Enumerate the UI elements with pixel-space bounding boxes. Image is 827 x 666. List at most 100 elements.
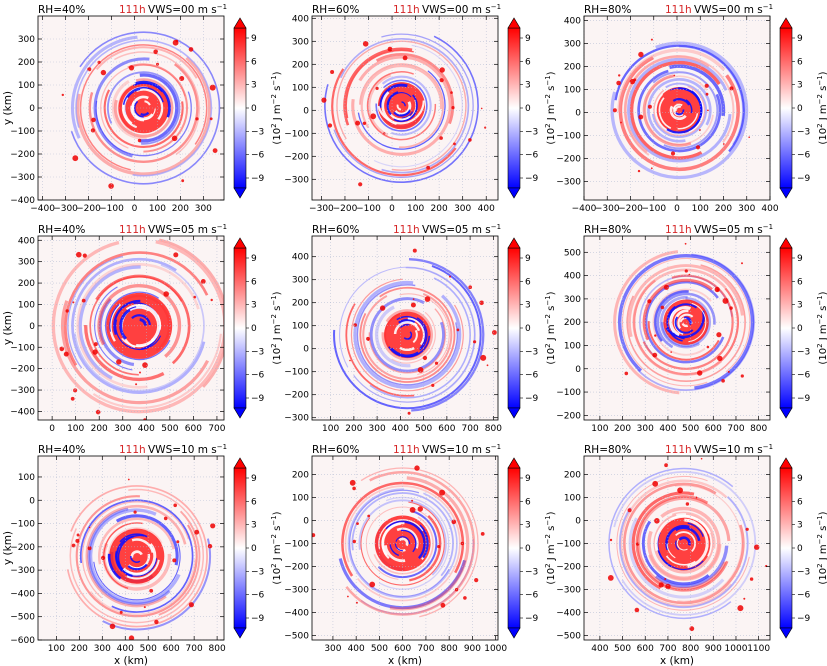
x-tick-label: 500: [371, 644, 388, 654]
colorbar-tick-label: −3: [251, 127, 264, 137]
rh-title: RH=60%: [312, 4, 359, 16]
panel-8: 300 400 500 600 700 800 900 1000−500−400−300−20…: [284, 443, 557, 666]
colorbar-label: (102 J m−2 s−1): [816, 71, 827, 144]
colorbar-min-arrow: [779, 627, 793, 639]
colorbar-tick-label: 0: [525, 104, 531, 114]
y-tick-label: 400: [292, 253, 309, 263]
rh-title: RH=80%: [584, 224, 631, 236]
x-tick-label: 700: [186, 644, 203, 654]
x-tick-label: 200: [71, 644, 88, 654]
colorbar: 9 6 3 0 −3 −6 −9 (102 J m−2 s−1): [507, 457, 557, 639]
y-tick-label: −100: [556, 539, 581, 549]
rh-title: RH=40%: [38, 4, 85, 16]
x-tick-label: 400: [348, 644, 365, 654]
rh-title: RH=60%: [312, 444, 359, 456]
vws-title: VWS=00 m s−1: [148, 3, 227, 16]
x-tick-label: 800: [682, 644, 699, 654]
x-tick-label: 700: [727, 424, 744, 434]
colorbar-max-arrow: [233, 237, 247, 249]
time-title: 111h: [393, 444, 420, 456]
x-tick-label: 200: [172, 204, 189, 214]
colorbar-tick-label: −9: [251, 614, 265, 624]
plot-frame: [311, 455, 499, 641]
y-tick-label: −100: [284, 129, 309, 139]
colorbar-tick-label: −6: [525, 151, 539, 161]
colorbar-tick-label: 0: [525, 324, 531, 334]
y-tick-label: −300: [284, 585, 309, 595]
colorbar-max-arrow: [507, 457, 521, 469]
y-tick-label: −200: [556, 155, 581, 165]
y-tick-label: −200: [284, 152, 309, 162]
y-tick-label: 0: [303, 345, 309, 355]
y-tick-label: −400: [10, 589, 35, 599]
colorbar-tick-label: −3: [251, 567, 264, 577]
y-tick-label: −200: [10, 543, 35, 553]
colorbar-label: (102 J m−2 s−1): [270, 511, 283, 584]
y-tick-label: 0: [575, 365, 581, 375]
colorbar: 9 6 3 0 −3 −6 −9 (102 J m−2 s−1): [233, 237, 283, 419]
colorbar-label: (102 J m−2 s−1): [816, 291, 827, 364]
time-title: 111h: [665, 224, 692, 236]
colorbar-tick-label: −6: [525, 371, 539, 381]
x-tick-label: 300: [637, 424, 654, 434]
colorbar-tick-label: 6: [797, 497, 803, 507]
colorbar-min-arrow: [779, 407, 793, 419]
y-tick-label: −200: [284, 562, 309, 572]
colorbar-tick-label: −6: [525, 591, 539, 601]
y-tick-label: 200: [18, 279, 35, 289]
x-tick-label: −300: [53, 204, 78, 214]
x-tick-label: −200: [333, 204, 358, 214]
colorbar-tick-label: −3: [525, 347, 538, 357]
y-tick-label: −500: [10, 613, 35, 623]
plot-frame: [583, 235, 771, 421]
plot-frame: [37, 235, 225, 421]
colorbar-tick-label: 6: [251, 277, 257, 287]
colorbar-tick-label: −3: [797, 567, 810, 577]
colorbar-tick-label: −3: [251, 347, 264, 357]
colorbar-max-arrow: [779, 17, 793, 29]
y-tick-label: −100: [556, 132, 581, 142]
y-tick-label: −200: [284, 391, 309, 401]
colorbar-tick-label: −3: [797, 347, 810, 357]
colorbar-tick-label: 6: [797, 277, 803, 287]
colorbar-tick-label: −9: [525, 614, 539, 624]
colorbar-tick-label: 9: [251, 254, 257, 264]
panel-9: 400 500 600 700 800 900 1000 1100−500−400−300−2…: [556, 443, 827, 666]
colorbar-label: (102 J m−2 s−1): [816, 511, 827, 584]
x-tick-label: −100: [641, 204, 666, 214]
y-tick-label: 100: [292, 493, 309, 503]
colorbar-tick-label: −9: [251, 394, 265, 404]
x-tick-label: 0: [49, 424, 55, 434]
colorbar: 9 6 3 0 −3 −6 −9 (102 J m−2 s−1): [233, 17, 283, 199]
colorbar-tick-label: 9: [797, 474, 803, 484]
time-title: 111h: [393, 224, 420, 236]
x-tick-label: 500: [614, 644, 631, 654]
y-tick-label: −600: [10, 636, 35, 646]
colorbar-tick-label: 3: [251, 81, 257, 91]
colorbar-tick-label: 9: [525, 474, 531, 484]
y-tick-label: −200: [10, 150, 35, 160]
y-tick-label: 300: [18, 258, 35, 268]
x-tick-label: 600: [438, 424, 455, 434]
y-tick-label: 300: [564, 295, 581, 305]
vws-title: VWS=00 m s−1: [694, 3, 773, 16]
colorbar-tick-label: 3: [797, 81, 803, 91]
x-tick-label: 100: [407, 204, 424, 214]
y-tick-label: −300: [10, 566, 35, 576]
y-tick-label: −100: [10, 520, 35, 530]
y-tick-label: −300: [10, 173, 35, 183]
panel-7: 100 200 300 400 500 600 700 800−600−500−400−300…: [2, 443, 283, 666]
y-tick-label: 0: [303, 106, 309, 116]
colorbar-tick-label: 3: [525, 301, 531, 311]
colorbar-label: (102 J m−2 s−1): [544, 71, 557, 144]
colorbar-min-arrow: [233, 187, 247, 199]
colorbar-tick-label: 9: [525, 34, 531, 44]
y-tick-label: 100: [564, 341, 581, 351]
x-tick-label: 600: [394, 644, 411, 654]
colorbar-tick-label: 0: [525, 544, 531, 554]
x-tick-label: 300: [738, 204, 755, 214]
colorbar-tick-label: 9: [797, 34, 803, 44]
x-axis-label: x (km): [388, 655, 422, 666]
y-tick-label: 200: [564, 470, 581, 480]
rh-title: RH=40%: [38, 444, 85, 456]
